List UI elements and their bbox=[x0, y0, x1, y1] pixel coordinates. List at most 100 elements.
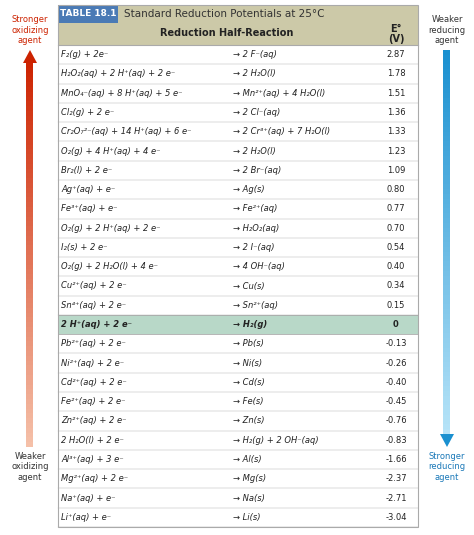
Bar bbox=[58, 199, 418, 218]
Text: → Fe(s): → Fe(s) bbox=[233, 397, 264, 406]
Text: Al³⁺(aq) + 3 e⁻: Al³⁺(aq) + 3 e⁻ bbox=[61, 455, 124, 464]
Text: → 2 Cr³⁺(aq) + 7 H₂O(l): → 2 Cr³⁺(aq) + 7 H₂O(l) bbox=[233, 127, 330, 136]
Text: Standard Reduction Potentials at 25°C: Standard Reduction Potentials at 25°C bbox=[124, 9, 325, 19]
Text: -2.37: -2.37 bbox=[385, 475, 407, 483]
Text: -0.40: -0.40 bbox=[385, 378, 407, 387]
Bar bbox=[58, 315, 418, 334]
Bar bbox=[58, 5, 118, 23]
Text: → Fe²⁺(aq): → Fe²⁺(aq) bbox=[233, 204, 277, 213]
Text: → H₂O₂(aq): → H₂O₂(aq) bbox=[233, 224, 279, 233]
Bar bbox=[58, 103, 418, 122]
Text: → 4 OH⁻(aq): → 4 OH⁻(aq) bbox=[233, 262, 285, 271]
Text: → 2 H₂O(l): → 2 H₂O(l) bbox=[233, 70, 276, 79]
Text: → 2 F⁻(aq): → 2 F⁻(aq) bbox=[233, 50, 277, 59]
Bar bbox=[58, 469, 418, 488]
Text: Pb²⁺(aq) + 2 e⁻: Pb²⁺(aq) + 2 e⁻ bbox=[61, 339, 126, 348]
Text: Cd²⁺(aq) + 2 e⁻: Cd²⁺(aq) + 2 e⁻ bbox=[61, 378, 127, 387]
Text: Cu²⁺(aq) + 2 e⁻: Cu²⁺(aq) + 2 e⁻ bbox=[61, 281, 127, 291]
Bar bbox=[58, 392, 418, 411]
Bar bbox=[58, 83, 418, 103]
Text: 0.54: 0.54 bbox=[387, 243, 405, 252]
Text: O₂(g) + 4 H⁺(aq) + 4 e⁻: O₂(g) + 4 H⁺(aq) + 4 e⁻ bbox=[61, 147, 161, 156]
Text: E°: E° bbox=[390, 24, 402, 34]
Text: → Al(s): → Al(s) bbox=[233, 455, 262, 464]
Bar bbox=[58, 64, 418, 83]
Text: Br₂(l) + 2 e⁻: Br₂(l) + 2 e⁻ bbox=[61, 166, 112, 175]
Text: → Li(s): → Li(s) bbox=[233, 513, 261, 522]
Bar bbox=[58, 277, 418, 296]
Text: -0.26: -0.26 bbox=[385, 358, 407, 368]
Text: 0.15: 0.15 bbox=[387, 301, 405, 310]
Text: Ni²⁺(aq) + 2 e⁻: Ni²⁺(aq) + 2 e⁻ bbox=[61, 358, 124, 368]
Text: 2 H₂O(l) + 2 e⁻: 2 H₂O(l) + 2 e⁻ bbox=[61, 435, 124, 445]
Text: → 2 Cl⁻(aq): → 2 Cl⁻(aq) bbox=[233, 108, 280, 117]
Text: Sn⁴⁺(aq) + 2 e⁻: Sn⁴⁺(aq) + 2 e⁻ bbox=[61, 301, 126, 310]
Text: -0.45: -0.45 bbox=[385, 397, 407, 406]
Bar bbox=[58, 23, 418, 45]
Bar bbox=[58, 257, 418, 277]
Bar bbox=[58, 141, 418, 160]
Bar bbox=[58, 296, 418, 315]
Text: -0.83: -0.83 bbox=[385, 435, 407, 445]
Bar bbox=[58, 122, 418, 141]
Text: → Cd(s): → Cd(s) bbox=[233, 378, 265, 387]
Bar bbox=[58, 508, 418, 527]
Text: -2.71: -2.71 bbox=[385, 494, 407, 502]
Text: → Mg(s): → Mg(s) bbox=[233, 475, 266, 483]
Text: I₂(s) + 2 e⁻: I₂(s) + 2 e⁻ bbox=[61, 243, 108, 252]
Text: → Mn²⁺(aq) + 4 H₂O(l): → Mn²⁺(aq) + 4 H₂O(l) bbox=[233, 89, 325, 98]
Text: F₂(g) + 2e⁻: F₂(g) + 2e⁻ bbox=[61, 50, 108, 59]
Text: → 2 I⁻(aq): → 2 I⁻(aq) bbox=[233, 243, 274, 252]
Bar bbox=[58, 354, 418, 373]
Text: → Zn(s): → Zn(s) bbox=[233, 416, 264, 425]
Text: -3.04: -3.04 bbox=[385, 513, 407, 522]
Bar bbox=[118, 5, 418, 23]
Bar bbox=[58, 411, 418, 431]
Bar bbox=[58, 334, 418, 354]
Text: 2 H⁺(aq) + 2 e⁻: 2 H⁺(aq) + 2 e⁻ bbox=[61, 320, 132, 329]
Text: Mg²⁺(aq) + 2 e⁻: Mg²⁺(aq) + 2 e⁻ bbox=[61, 475, 128, 483]
Text: Cl₂(g) + 2 e⁻: Cl₂(g) + 2 e⁻ bbox=[61, 108, 114, 117]
Text: → Ag(s): → Ag(s) bbox=[233, 185, 264, 194]
Text: O₂(g) + 2 H₂O(l) + 4 e⁻: O₂(g) + 2 H₂O(l) + 4 e⁻ bbox=[61, 262, 158, 271]
Text: 1.51: 1.51 bbox=[387, 89, 405, 98]
Polygon shape bbox=[23, 50, 37, 63]
Text: Ag⁺(aq) + e⁻: Ag⁺(aq) + e⁻ bbox=[61, 185, 115, 194]
Text: Fe²⁺(aq) + 2 e⁻: Fe²⁺(aq) + 2 e⁻ bbox=[61, 397, 126, 406]
Text: → Cu(s): → Cu(s) bbox=[233, 281, 264, 291]
Text: -1.66: -1.66 bbox=[385, 455, 407, 464]
Bar bbox=[58, 218, 418, 238]
Text: 0.70: 0.70 bbox=[387, 224, 405, 233]
Text: -0.76: -0.76 bbox=[385, 416, 407, 425]
Bar bbox=[58, 238, 418, 257]
Text: 1.23: 1.23 bbox=[387, 147, 405, 156]
Text: 0: 0 bbox=[393, 320, 399, 329]
Text: MnO₄⁻(aq) + 8 H⁺(aq) + 5 e⁻: MnO₄⁻(aq) + 8 H⁺(aq) + 5 e⁻ bbox=[61, 89, 182, 98]
Text: 2.87: 2.87 bbox=[387, 50, 405, 59]
Text: → Ni(s): → Ni(s) bbox=[233, 358, 262, 368]
Text: TABLE 18.1: TABLE 18.1 bbox=[60, 10, 116, 19]
Text: Stronger
reducing
agent: Stronger reducing agent bbox=[428, 452, 465, 482]
Text: 1.33: 1.33 bbox=[387, 127, 405, 136]
Text: Zn²⁺(aq) + 2 e⁻: Zn²⁺(aq) + 2 e⁻ bbox=[61, 416, 127, 425]
Text: H₂O₂(aq) + 2 H⁺(aq) + 2 e⁻: H₂O₂(aq) + 2 H⁺(aq) + 2 e⁻ bbox=[61, 70, 175, 79]
Bar bbox=[58, 488, 418, 508]
Bar bbox=[58, 450, 418, 469]
Text: 1.36: 1.36 bbox=[387, 108, 405, 117]
Bar bbox=[58, 160, 418, 180]
Text: → 2 Br⁻(aq): → 2 Br⁻(aq) bbox=[233, 166, 281, 175]
Bar bbox=[58, 373, 418, 392]
Text: 0.77: 0.77 bbox=[387, 204, 405, 213]
Text: 1.78: 1.78 bbox=[387, 70, 405, 79]
Text: Fe³⁺(aq) + e⁻: Fe³⁺(aq) + e⁻ bbox=[61, 204, 118, 213]
Text: Cr₂O₇²⁻(aq) + 14 H⁺(aq) + 6 e⁻: Cr₂O₇²⁻(aq) + 14 H⁺(aq) + 6 e⁻ bbox=[61, 127, 191, 136]
Text: 0.34: 0.34 bbox=[387, 281, 405, 291]
Text: 0.40: 0.40 bbox=[387, 262, 405, 271]
Text: Weaker
oxidizing
agent: Weaker oxidizing agent bbox=[11, 452, 49, 482]
Bar bbox=[58, 431, 418, 450]
Text: Stronger
oxidizing
agent: Stronger oxidizing agent bbox=[11, 15, 49, 45]
Text: → 2 H₂O(l): → 2 H₂O(l) bbox=[233, 147, 276, 156]
Text: -0.13: -0.13 bbox=[385, 339, 407, 348]
Text: → H₂(g): → H₂(g) bbox=[233, 320, 267, 329]
Bar bbox=[58, 45, 418, 64]
